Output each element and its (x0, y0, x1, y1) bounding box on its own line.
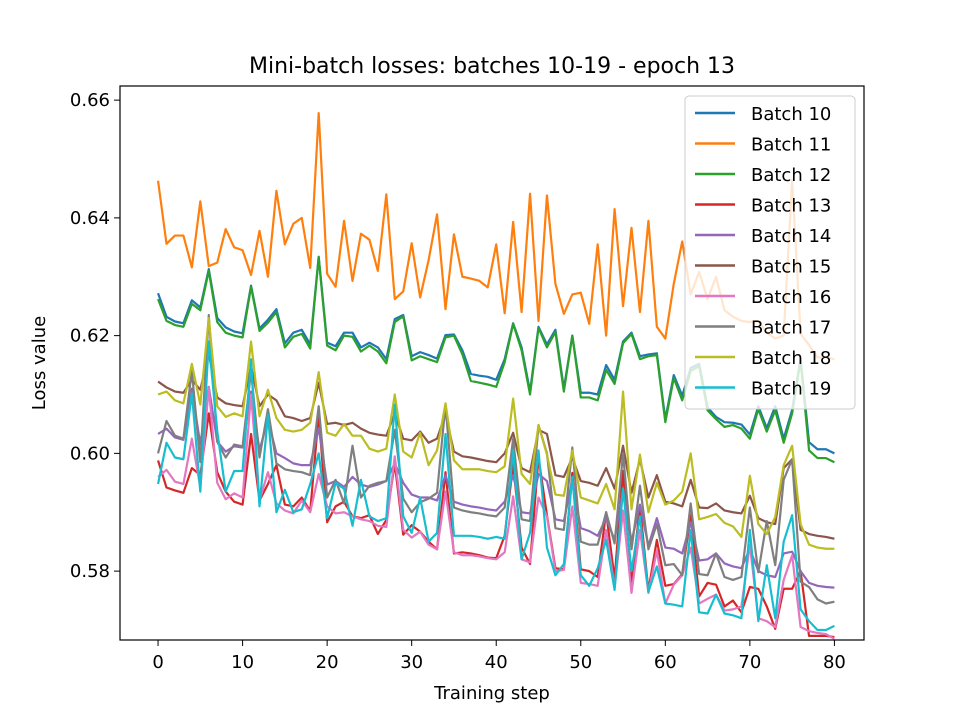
axes-frame (119, 85, 865, 641)
y-tick-label: 0.64 (70, 208, 110, 229)
series-line-19 (156, 340, 835, 632)
series-line-10 (157, 255, 835, 455)
legend-entry: Batch 13 (751, 196, 831, 217)
y-axis-label: Loss value (29, 316, 50, 410)
series-line-17 (156, 313, 835, 605)
x-tick-label: 30 (400, 652, 423, 673)
legend-entry: Batch 11 (751, 135, 831, 156)
x-axis-label: Training step (433, 683, 550, 704)
legend: Batch 10 Batch 11 Batch 12 Batch 13 Batch 14… (684, 95, 856, 410)
x-tick-label: 40 (485, 652, 508, 673)
x-tick-label: 20 (316, 652, 339, 673)
legend-entry: Batch 17 (751, 318, 831, 339)
y-tick-label: 0.62 (70, 326, 110, 347)
legend-entry: Batch 18 (751, 348, 831, 369)
x-tick-label: 70 (738, 652, 761, 673)
y-tick-label: 0.60 (70, 443, 110, 464)
chart-title: Mini-batch losses: batches 10-19 - epoch… (249, 54, 735, 79)
legend-entry: Batch 12 (751, 165, 831, 186)
x-tick-label: 0 (152, 652, 163, 673)
x-axis: 0 10 20 30 40 50 60 70 80 (152, 640, 846, 673)
x-tick-label: 10 (231, 652, 254, 673)
y-tick-label: 0.66 (70, 90, 110, 111)
legend-entry: Batch 19 (751, 379, 831, 400)
legend-entry: Batch 10 (751, 104, 831, 125)
plot-area (156, 111, 835, 640)
series-line-12 (157, 256, 835, 464)
y-axis: 0.58 0.60 0.62 0.64 0.66 (70, 90, 120, 582)
x-tick-label: 50 (569, 652, 592, 673)
x-tick-label: 60 (654, 652, 677, 673)
legend-entry: Batch 15 (751, 257, 831, 278)
x-tick-label: 80 (823, 652, 846, 673)
y-tick-label: 0.58 (70, 561, 110, 582)
legend-entry: Batch 14 (751, 226, 831, 247)
series-line-18 (157, 316, 835, 550)
legend-entry: Batch 16 (751, 287, 831, 308)
